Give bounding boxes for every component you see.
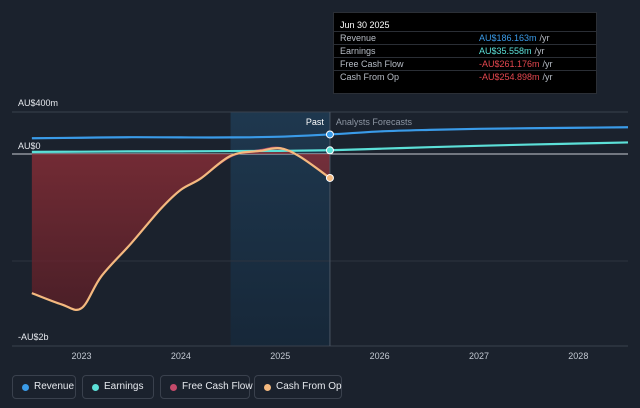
x-tick-label: 2024 <box>171 351 191 361</box>
x-tick-label: 2026 <box>370 351 390 361</box>
series-cash-from-op-line <box>31 146 331 312</box>
y-label-zero: AU$0 <box>18 141 41 151</box>
legend-item-earnings[interactable]: Earnings <box>82 375 154 399</box>
tooltip-date: Jun 30 2025 <box>340 20 390 30</box>
marker-earnings <box>325 146 334 155</box>
tooltip-label: Earnings <box>340 46 376 56</box>
tooltip-value: AU$35.558m/yr <box>479 46 545 56</box>
tooltip-row-cash-from-op: Cash From Op -AU$254.898m/yr <box>334 70 596 84</box>
legend-label: Free Cash Flow <box>182 381 253 392</box>
legend-dot-icon <box>22 384 29 391</box>
marker-revenue <box>325 130 334 139</box>
past-label: Past <box>306 117 325 127</box>
marker-cash-from-op <box>325 173 334 182</box>
legend-label: Cash From Op <box>276 381 342 392</box>
tooltip-value: -AU$254.898m/yr <box>479 72 553 82</box>
tooltip-value: AU$186.163m/yr <box>479 33 550 43</box>
tooltip-row-earnings: Earnings AU$35.558m/yr <box>334 44 596 58</box>
legend-label: Earnings <box>104 381 144 392</box>
tooltip-label: Free Cash Flow <box>340 59 404 69</box>
x-tick-label: 2027 <box>469 351 489 361</box>
tooltip-label: Revenue <box>340 33 377 43</box>
legend-dot-icon <box>264 384 271 391</box>
x-tick-label: 2023 <box>72 351 92 361</box>
legend-dot-icon <box>170 384 177 391</box>
tooltip-row-revenue: Revenue AU$186.163m/yr <box>334 31 596 45</box>
chart: AU$400m AU$0 -AU$2b Past Analysts Foreca… <box>12 98 629 361</box>
x-tick-label: 2028 <box>568 351 588 361</box>
tooltip-row-free-cash-flow: Free Cash Flow -AU$261.176m/yr <box>334 57 596 71</box>
legend-dot-icon <box>92 384 99 391</box>
tooltip-value: -AU$261.176m/yr <box>479 59 553 69</box>
forecast-label: Analysts Forecasts <box>336 117 413 127</box>
legend-item-free-cash-flow[interactable]: Free Cash Flow <box>160 375 253 399</box>
y-label-bottom: -AU$2b <box>18 332 49 342</box>
legend-item-cash-from-op[interactable]: Cash From Op <box>254 375 342 399</box>
legend-item-revenue[interactable]: Revenue <box>12 375 76 399</box>
tooltip-label: Cash From Op <box>340 72 400 82</box>
y-label-top: AU$400m <box>18 98 58 108</box>
tooltip: Jun 30 2025 Revenue AU$186.163m/yr Earni… <box>333 12 597 94</box>
legend-label: Revenue <box>34 381 75 392</box>
x-tick-label: 2025 <box>270 351 290 361</box>
